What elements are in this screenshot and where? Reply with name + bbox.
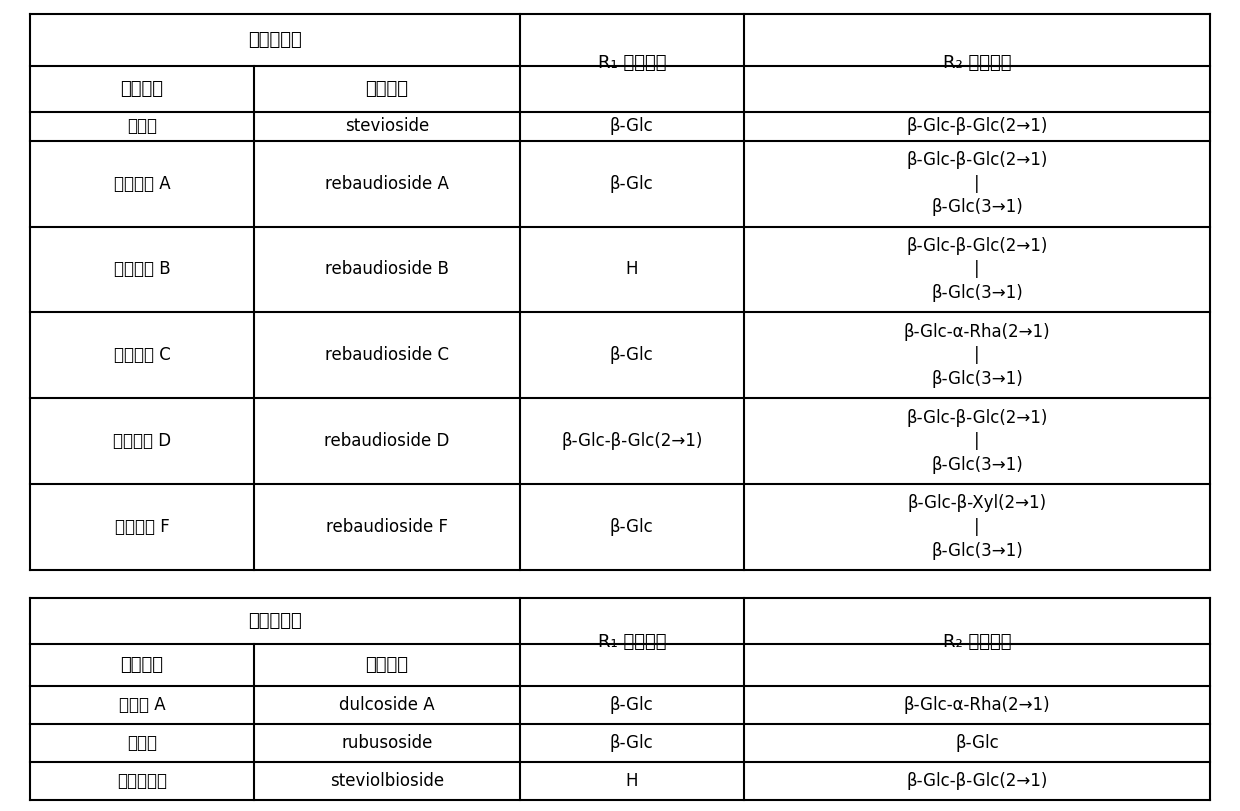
Text: β-Glc-β-Glc(2→1): β-Glc-β-Glc(2→1) — [906, 118, 1048, 135]
Text: 化合物名称: 化合物名称 — [248, 612, 301, 630]
Text: 中文名称: 中文名称 — [120, 656, 164, 674]
Text: rebaudioside D: rebaudioside D — [325, 432, 450, 450]
Text: 甘菊双糖苷: 甘菊双糖苷 — [117, 772, 167, 790]
Text: dulcoside A: dulcoside A — [339, 696, 435, 714]
Text: β-Glc: β-Glc — [610, 696, 653, 714]
Text: stevioside: stevioside — [345, 118, 429, 135]
Text: 英文名称: 英文名称 — [366, 80, 408, 98]
Text: rebaudioside C: rebaudioside C — [325, 346, 449, 364]
Text: 瑞鬲迪苷 A: 瑞鬲迪苷 A — [114, 174, 170, 192]
Text: 甘菊苷: 甘菊苷 — [126, 118, 157, 135]
Text: 化合物名称: 化合物名称 — [248, 31, 301, 49]
Text: H: H — [625, 260, 639, 278]
Text: R₂ 位取代基: R₂ 位取代基 — [942, 633, 1011, 651]
Text: 瑞鬲迪苷 D: 瑞鬲迪苷 D — [113, 432, 171, 450]
Text: R₁ 位取代基: R₁ 位取代基 — [598, 54, 666, 72]
Text: β-Glc: β-Glc — [610, 346, 653, 364]
Text: rubusoside: rubusoside — [341, 734, 433, 752]
Text: β-Glc: β-Glc — [610, 734, 653, 752]
Text: β-Glc-α-Rha(2→1)
|
β-Glc(3→1): β-Glc-α-Rha(2→1) | β-Glc(3→1) — [904, 323, 1050, 388]
Text: 瑞鬲迪苷 C: 瑞鬲迪苷 C — [114, 346, 170, 364]
Text: β-Glc-β-Glc(2→1)
|
β-Glc(3→1): β-Glc-β-Glc(2→1) | β-Glc(3→1) — [906, 151, 1048, 217]
Text: β-Glc: β-Glc — [955, 734, 999, 752]
Text: β-Glc-β-Glc(2→1): β-Glc-β-Glc(2→1) — [562, 432, 703, 450]
Text: β-Glc-β-Glc(2→1): β-Glc-β-Glc(2→1) — [906, 772, 1048, 790]
Text: rebaudioside B: rebaudioside B — [325, 260, 449, 278]
Text: β-Glc-β-Glc(2→1)
|
β-Glc(3→1): β-Glc-β-Glc(2→1) | β-Glc(3→1) — [906, 409, 1048, 474]
Text: steviolbioside: steviolbioside — [330, 772, 444, 790]
Text: 英文名称: 英文名称 — [366, 656, 408, 674]
Text: β-Glc: β-Glc — [610, 518, 653, 536]
Text: H: H — [625, 772, 639, 790]
Text: 杜克苷 A: 杜克苷 A — [119, 696, 165, 714]
Text: β-Glc-β-Xyl(2→1)
|
β-Glc(3→1): β-Glc-β-Xyl(2→1) | β-Glc(3→1) — [908, 495, 1047, 560]
Text: β-Glc: β-Glc — [610, 174, 653, 192]
Text: R₂ 位取代基: R₂ 位取代基 — [942, 54, 1011, 72]
Text: 瑞鬲迪苷 B: 瑞鬲迪苷 B — [114, 260, 170, 278]
Text: rebaudioside F: rebaudioside F — [326, 518, 448, 536]
Text: 甜茶苷: 甜茶苷 — [126, 734, 157, 752]
Text: β-Glc-β-Glc(2→1)
|
β-Glc(3→1): β-Glc-β-Glc(2→1) | β-Glc(3→1) — [906, 237, 1048, 302]
Text: R₁ 位取代基: R₁ 位取代基 — [598, 633, 666, 651]
Text: β-Glc-α-Rha(2→1): β-Glc-α-Rha(2→1) — [904, 696, 1050, 714]
Text: 瑞鬲迪苷 F: 瑞鬲迪苷 F — [115, 518, 170, 536]
Text: rebaudioside A: rebaudioside A — [325, 174, 449, 192]
Text: β-Glc: β-Glc — [610, 118, 653, 135]
Text: 中文名称: 中文名称 — [120, 80, 164, 98]
